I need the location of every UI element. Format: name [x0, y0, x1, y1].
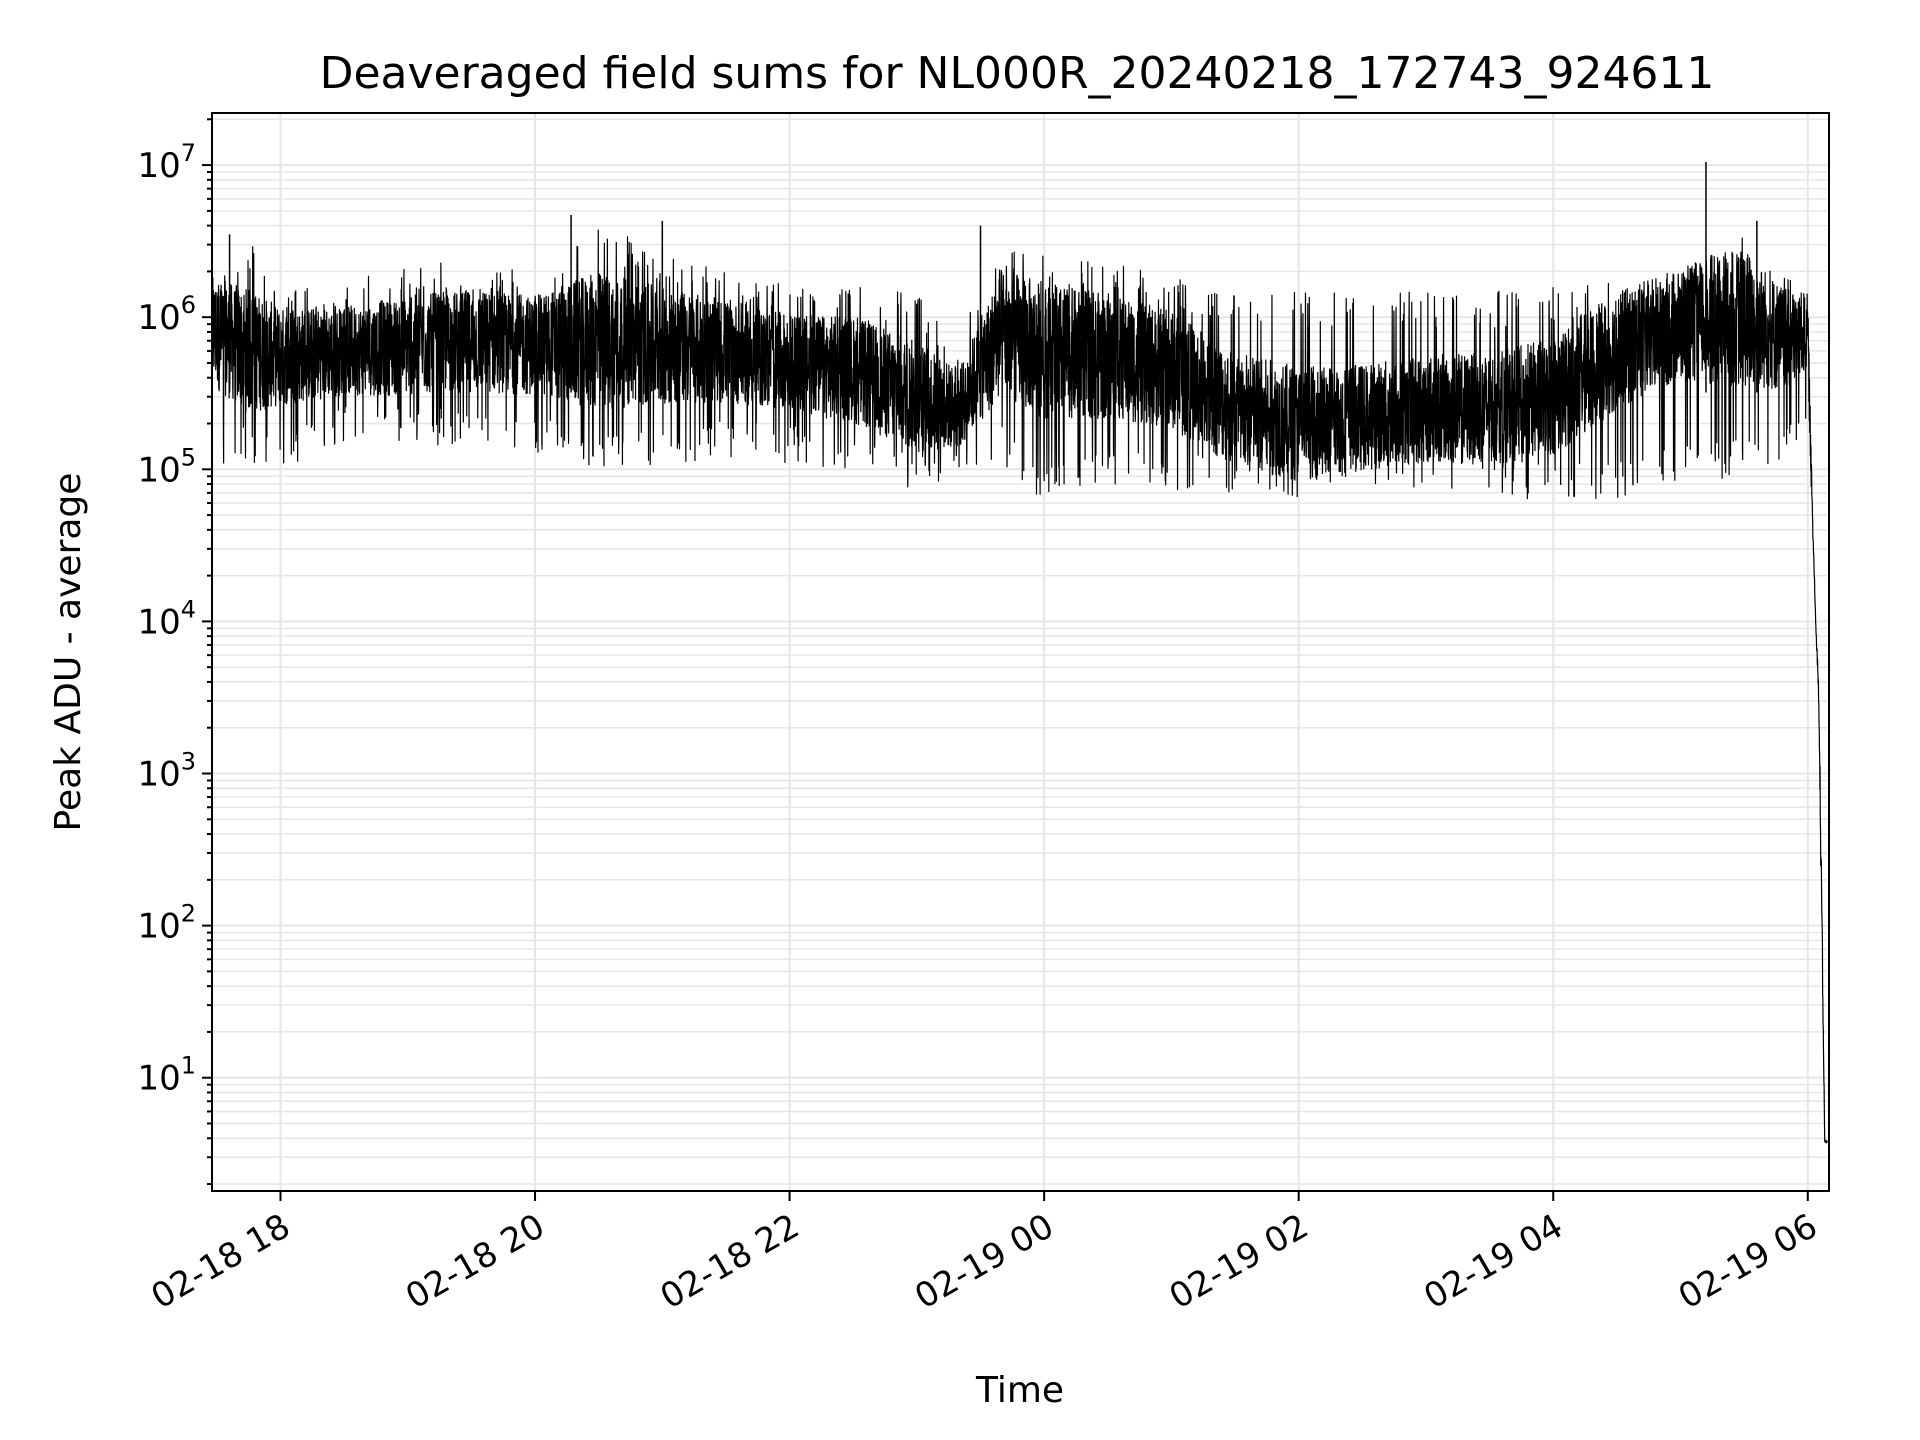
plot-frame — [211, 112, 1830, 1192]
y-tick-label: 107 — [137, 139, 196, 186]
y-tick-label: 102 — [137, 900, 196, 947]
y-tick-label: 101 — [137, 1052, 196, 1099]
y-tick-label: 104 — [137, 595, 196, 642]
chart-title: Deaveraged field sums for NL000R_2024021… — [320, 48, 1715, 99]
y-tick-label: 106 — [137, 291, 196, 338]
y-tick-exponent: 3 — [181, 748, 196, 776]
y-tick-base: 10 — [137, 1059, 180, 1099]
y-tick-exponent: 2 — [181, 900, 196, 928]
y-tick-exponent: 6 — [181, 291, 196, 319]
y-tick-base: 10 — [137, 298, 180, 338]
y-tick-exponent: 1 — [181, 1052, 196, 1080]
series-line — [212, 229, 1829, 1144]
y-tick-base: 10 — [137, 755, 180, 795]
y-tick-base: 10 — [137, 450, 180, 490]
y-tick-label: 105 — [137, 443, 196, 490]
y-tick-exponent: 4 — [181, 595, 196, 623]
y-tick-base: 10 — [137, 146, 180, 186]
y-tick-exponent: 7 — [181, 139, 196, 167]
x-axis-label: Time — [975, 1370, 1064, 1411]
y-axis-label: Peak ADU - average — [48, 473, 89, 832]
y-tick-base: 10 — [137, 907, 180, 947]
series-layer — [212, 161, 1829, 1144]
y-tick-label: 103 — [137, 748, 196, 795]
y-tick-base: 10 — [137, 602, 180, 642]
y-tick-exponent: 5 — [181, 443, 196, 471]
